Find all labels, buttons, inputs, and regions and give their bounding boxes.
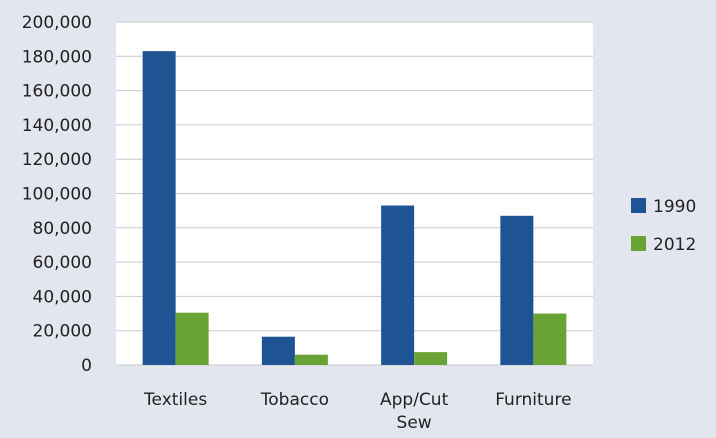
x-tick-label: Tobacco (260, 390, 329, 410)
y-tick-label: 80,000 (33, 219, 92, 239)
bar-1990-2 (381, 205, 415, 365)
x-tick-label: Furniture (495, 390, 571, 410)
legend-swatch-1990 (631, 198, 646, 213)
x-tick-label: Sew (397, 413, 432, 433)
y-tick-label: 160,000 (22, 82, 92, 102)
y-tick-label: 100,000 (22, 185, 92, 205)
x-tick-label: Textiles (143, 390, 207, 410)
legend-label-1990: 1990 (653, 197, 696, 217)
legend: 1990 2012 (631, 197, 696, 255)
x-axis-tick-labels: Textiles Tobacco App/Cut Sew Furniture (143, 390, 571, 433)
y-tick-label: 40,000 (33, 287, 92, 307)
x-tick-label: App/Cut (380, 390, 449, 410)
y-tick-label: 0 (81, 356, 92, 376)
y-tick-label: 200,000 (22, 13, 92, 33)
legend-swatch-2012 (631, 236, 646, 251)
y-tick-label: 180,000 (22, 47, 92, 67)
y-tick-label: 60,000 (33, 253, 92, 273)
bar-2012-1 (294, 354, 328, 365)
bar-2012-2 (414, 352, 448, 365)
bar-1990-1 (261, 336, 295, 365)
y-tick-label: 140,000 (22, 116, 92, 136)
gridlines (116, 21, 593, 366)
bar-2012-3 (533, 313, 567, 365)
bar-1990-3 (500, 215, 534, 365)
y-tick-label: 20,000 (33, 322, 92, 342)
bar-1990-0 (142, 51, 176, 365)
legend-label-2012: 2012 (653, 235, 696, 255)
bar-2012-0 (175, 312, 209, 365)
y-tick-label: 120,000 (22, 150, 92, 170)
bars (142, 51, 567, 365)
y-axis-tick-labels: 0 20,000 40,000 60,000 80,000 100,000 120,000 1… (22, 13, 92, 376)
